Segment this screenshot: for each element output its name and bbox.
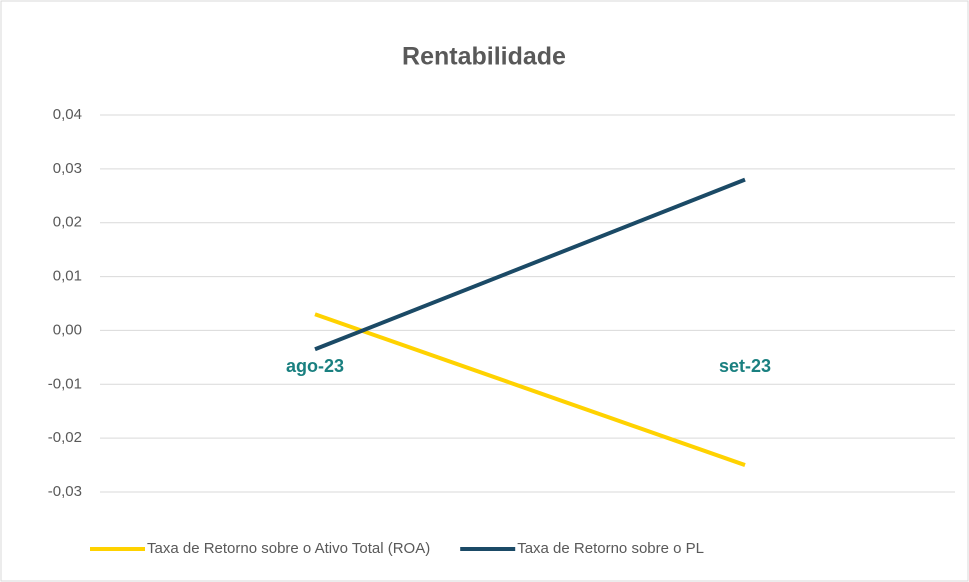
x-tick-label: set-23 (719, 356, 771, 376)
y-tick-label: 0,04 (53, 106, 82, 123)
chart-title: Rentabilidade (402, 43, 566, 71)
series-line (314, 312, 746, 467)
y-tick-label: -0,03 (48, 483, 82, 500)
series-line (314, 177, 746, 352)
y-tick-label: -0,02 (48, 429, 82, 446)
y-tick-label: 0,00 (53, 321, 82, 338)
legend-label: Taxa de Retorno sobre o PL (517, 540, 704, 557)
y-tick-label: 0,01 (53, 268, 82, 285)
y-tick-label: 0,03 (53, 160, 82, 177)
y-tick-label: -0,01 (48, 375, 82, 392)
y-tick-label: 0,02 (53, 214, 82, 231)
legend-label: Taxa de Retorno sobre o Ativo Total (ROA… (147, 540, 430, 557)
x-tick-label: ago-23 (286, 356, 344, 376)
